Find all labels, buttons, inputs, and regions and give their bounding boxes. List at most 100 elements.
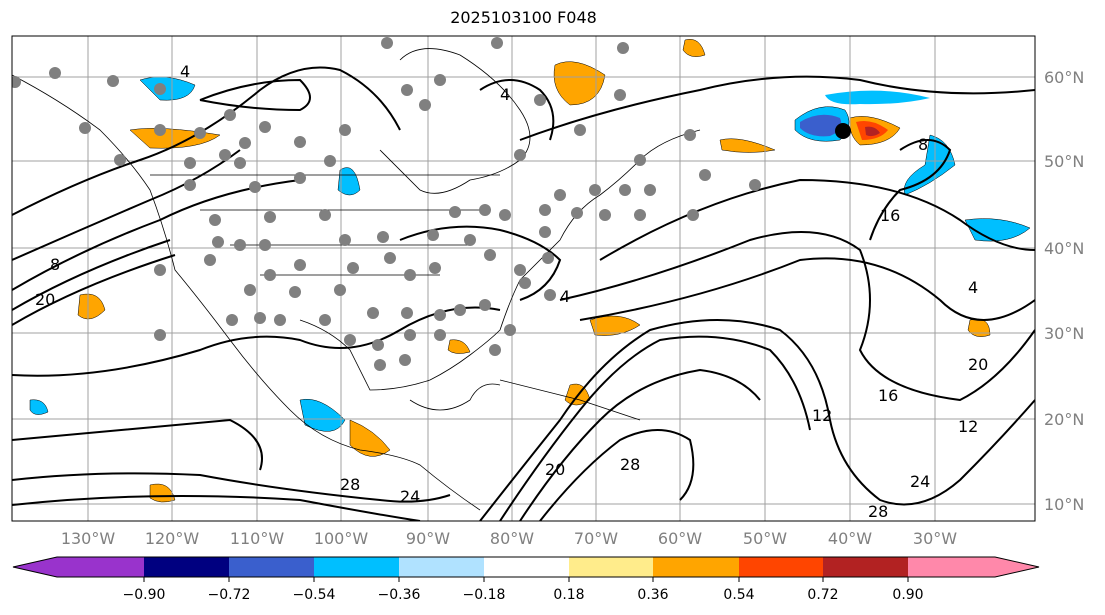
latitude-label: 40°N	[1044, 239, 1084, 258]
station-dot	[264, 211, 276, 223]
station-dot	[484, 249, 496, 261]
station-dot	[542, 252, 554, 264]
station-dot	[464, 234, 476, 246]
station-markers	[12, 37, 761, 371]
contour-label: 28	[868, 502, 888, 521]
contour-label: 12	[958, 417, 978, 436]
longitude-label: 80°W	[490, 529, 534, 548]
station-dot	[254, 312, 266, 324]
station-dot	[294, 172, 306, 184]
longitude-label: 30°W	[913, 529, 957, 548]
contour-label: 20	[545, 460, 565, 479]
station-dot	[224, 109, 236, 121]
station-dot	[514, 264, 526, 276]
station-dot	[294, 259, 306, 271]
station-dot	[372, 339, 384, 351]
colorbar-segment	[399, 557, 484, 577]
contour-lines	[12, 66, 1035, 521]
station-dot	[289, 286, 301, 298]
longitude-label: 40°W	[828, 529, 872, 548]
station-dot	[226, 314, 238, 326]
station-dot	[404, 269, 416, 281]
station-dot	[381, 37, 393, 49]
station-dot	[401, 307, 413, 319]
station-dot	[324, 155, 336, 167]
station-dot	[514, 149, 526, 161]
station-dot	[107, 75, 119, 87]
station-dot	[259, 121, 271, 133]
station-dot	[429, 262, 441, 274]
station-dot	[554, 189, 566, 201]
station-dot	[374, 359, 386, 371]
colorbar-tick-label: 0.72	[807, 587, 838, 603]
station-dot	[264, 269, 276, 281]
station-dot	[204, 254, 216, 266]
station-dot	[344, 334, 356, 346]
station-dot	[194, 127, 206, 139]
latitude-label: 20°N	[1044, 410, 1084, 429]
station-dot	[589, 184, 601, 196]
longitude-label: 100°W	[314, 529, 369, 548]
station-dot	[259, 239, 271, 251]
colorbar-tick-label: 0.18	[553, 587, 584, 603]
station-dot	[347, 262, 359, 274]
station-dot	[12, 76, 21, 88]
station-dot	[154, 83, 166, 95]
contour-label: 28	[620, 455, 640, 474]
station-dot	[49, 67, 61, 79]
colorbar-tick-label: 0.36	[637, 587, 668, 603]
station-dot	[571, 207, 583, 219]
contour-label: 28	[340, 475, 360, 494]
station-dot	[519, 277, 531, 289]
station-dot	[334, 284, 346, 296]
station-dot	[699, 169, 711, 181]
station-dot	[684, 129, 696, 141]
station-dot	[574, 124, 586, 136]
station-dot	[614, 89, 626, 101]
longitude-label: 110°W	[230, 529, 285, 548]
station-dot	[339, 234, 351, 246]
shaded-anomalies	[29, 39, 1031, 503]
station-dot	[234, 157, 246, 169]
station-dot	[539, 226, 551, 238]
latitude-label: 10°N	[1044, 495, 1084, 514]
contour-labels: 4 4 4 4 8 8 12 12 16 16 20 20 20 24 24 2…	[35, 62, 988, 521]
station-dot	[319, 209, 331, 221]
station-dot	[384, 252, 396, 264]
contour-label: 4	[968, 278, 978, 297]
contour-label: 4	[500, 85, 510, 104]
colorbar-extend-max	[908, 557, 1039, 577]
contour-label: 8	[918, 135, 928, 154]
colorbar-tick-label: −0.18	[463, 587, 506, 603]
station-dot	[489, 344, 501, 356]
contour-label: 12	[812, 406, 832, 425]
colorbar-tick-label: −0.36	[378, 587, 421, 603]
station-dot	[209, 214, 221, 226]
station-dot	[114, 154, 126, 166]
station-dot	[504, 324, 516, 336]
contour-label: 16	[878, 386, 898, 405]
station-dot	[617, 42, 629, 54]
station-dot	[377, 231, 389, 243]
contour-label: 20	[35, 290, 55, 309]
station-dot	[79, 122, 91, 134]
colorbar-segment	[569, 557, 653, 577]
contour-label: 8	[50, 255, 60, 274]
contour-label: 16	[880, 206, 900, 225]
colorbar-segment	[653, 557, 739, 577]
station-dot	[339, 124, 351, 136]
station-dot	[319, 314, 331, 326]
contour-label: 4	[180, 62, 190, 81]
station-dot	[427, 229, 439, 241]
colorbar-segment	[739, 557, 823, 577]
contour-label: 20	[968, 355, 988, 374]
colorbar-tick-label: 0.90	[892, 587, 923, 603]
station-dot	[454, 304, 466, 316]
graticule	[12, 36, 1035, 521]
low-center-marker	[835, 123, 851, 139]
station-dot	[687, 209, 699, 221]
latitude-label: 60°N	[1044, 68, 1084, 87]
station-dot	[401, 84, 413, 96]
colorbar-segment	[823, 557, 908, 577]
